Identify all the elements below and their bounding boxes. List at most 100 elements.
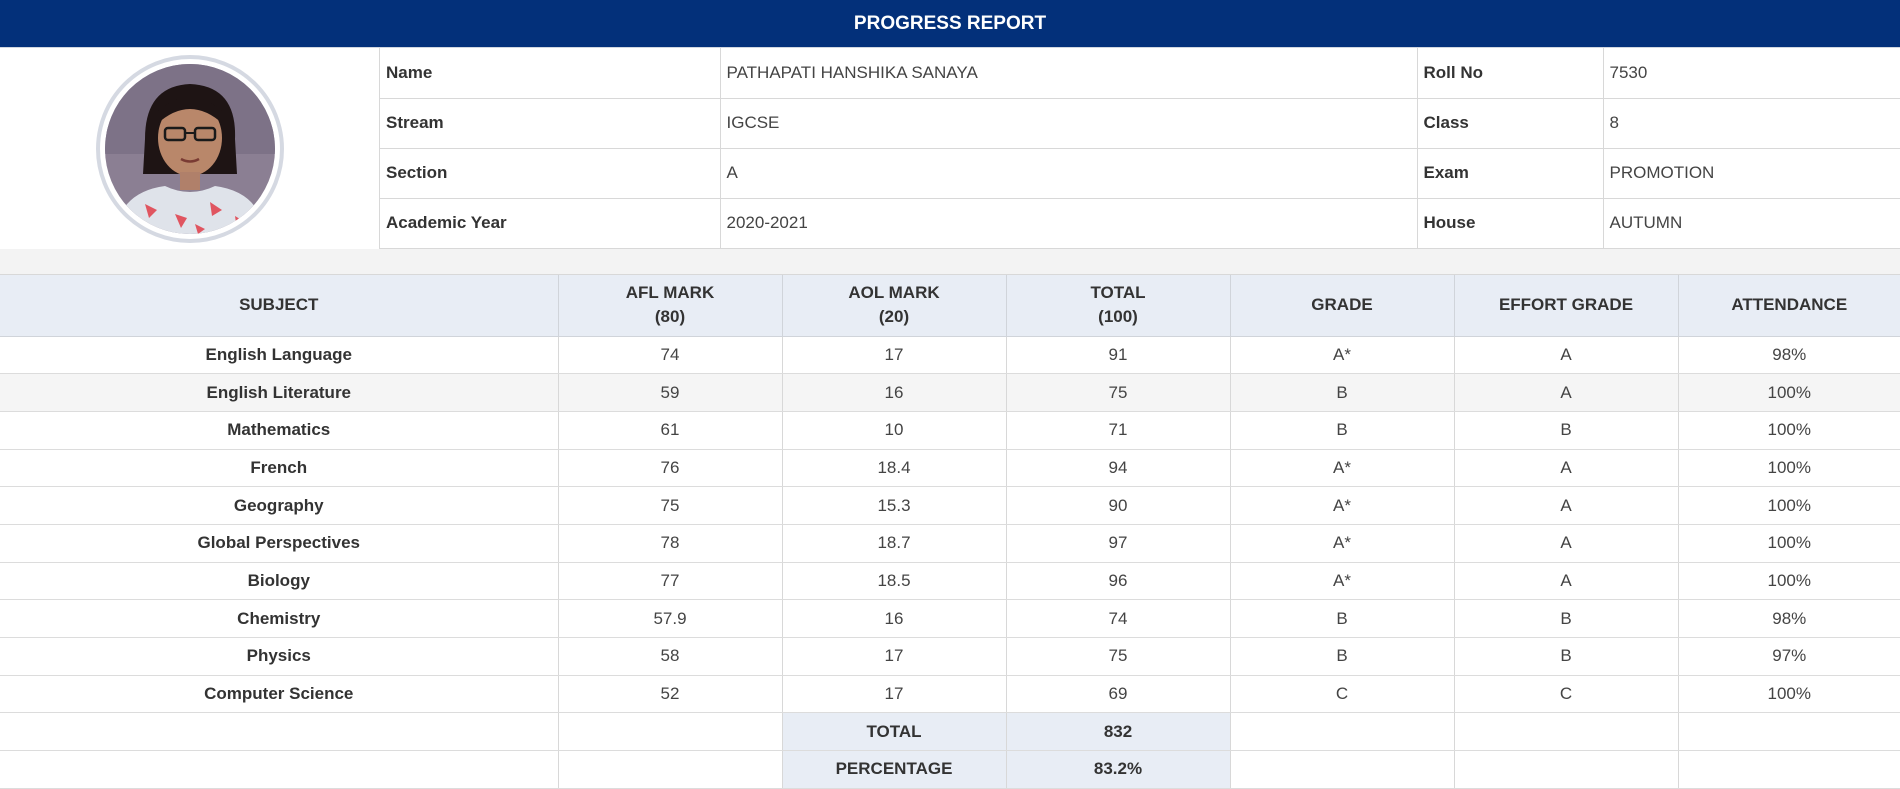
column-header: GRADE [1230, 275, 1454, 336]
column-header-max: (100) [1007, 305, 1230, 329]
column-header: AFL MARK(80) [558, 275, 782, 336]
cell-attendance: 97% [1678, 638, 1900, 676]
cell-subject: English Literature [0, 374, 558, 412]
cell-total: 97 [1006, 524, 1230, 562]
info-label: Class [1417, 98, 1603, 148]
cell-aol: 17 [782, 638, 1006, 676]
cell-total: 71 [1006, 411, 1230, 449]
cell-afl: 77 [558, 562, 782, 600]
info-label: Roll No [1417, 48, 1603, 98]
cell-effort: A [1454, 336, 1678, 374]
empty-cell [1454, 713, 1678, 751]
cell-effort: A [1454, 449, 1678, 487]
summary-value: 832 [1006, 713, 1230, 751]
empty-cell [0, 713, 558, 751]
column-header-title: SUBJECT [0, 293, 558, 317]
cell-grade: B [1230, 638, 1454, 676]
cell-subject: Computer Science [0, 675, 558, 713]
info-label: Academic Year [380, 198, 720, 248]
column-header-title: GRADE [1231, 293, 1454, 317]
cell-aol: 18.4 [782, 449, 1006, 487]
cell-total: 74 [1006, 600, 1230, 638]
cell-total: 96 [1006, 562, 1230, 600]
column-header-title: ATTENDANCE [1679, 293, 1900, 317]
empty-cell [1678, 751, 1900, 789]
report-title: PROGRESS REPORT [0, 0, 1900, 48]
cell-effort: B [1454, 638, 1678, 676]
cell-effort: B [1454, 600, 1678, 638]
cell-total: 94 [1006, 449, 1230, 487]
column-header-max: (80) [559, 305, 782, 329]
photo-cell [0, 48, 380, 249]
cell-grade: A* [1230, 487, 1454, 525]
avatar [96, 55, 284, 243]
cell-total: 75 [1006, 374, 1230, 412]
cell-aol: 18.7 [782, 524, 1006, 562]
empty-cell [558, 713, 782, 751]
cell-attendance: 100% [1678, 562, 1900, 600]
cell-attendance: 98% [1678, 336, 1900, 374]
cell-aol: 18.5 [782, 562, 1006, 600]
info-value: 7530 [1603, 48, 1900, 98]
cell-total: 90 [1006, 487, 1230, 525]
cell-afl: 75 [558, 487, 782, 525]
column-header-max: (20) [783, 305, 1006, 329]
column-header: TOTAL(100) [1006, 275, 1230, 336]
summary-value: 83.2% [1006, 751, 1230, 789]
info-value: 2020-2021 [720, 198, 1417, 248]
cell-effort: A [1454, 562, 1678, 600]
cell-subject: Global Perspectives [0, 524, 558, 562]
info-value: IGCSE [720, 98, 1417, 148]
cell-aol: 10 [782, 411, 1006, 449]
student-photo-icon [105, 64, 275, 234]
cell-total: 75 [1006, 638, 1230, 676]
empty-cell [1678, 713, 1900, 751]
column-header: SUBJECT [0, 275, 558, 336]
cell-grade: A* [1230, 562, 1454, 600]
cell-grade: A* [1230, 524, 1454, 562]
section-divider [0, 249, 1900, 275]
cell-attendance: 98% [1678, 600, 1900, 638]
cell-effort: A [1454, 487, 1678, 525]
cell-afl: 76 [558, 449, 782, 487]
info-label: Stream [380, 98, 720, 148]
cell-effort: A [1454, 524, 1678, 562]
empty-cell [1454, 751, 1678, 789]
cell-attendance: 100% [1678, 449, 1900, 487]
cell-aol: 17 [782, 336, 1006, 374]
column-header-title: TOTAL [1007, 281, 1230, 305]
summary-label: TOTAL [782, 713, 1006, 751]
cell-afl: 59 [558, 374, 782, 412]
cell-aol: 16 [782, 374, 1006, 412]
info-value: PROMOTION [1603, 148, 1900, 198]
cell-grade: A* [1230, 449, 1454, 487]
column-header-title: AFL MARK [559, 281, 782, 305]
column-header: ATTENDANCE [1678, 275, 1900, 336]
cell-grade: C [1230, 675, 1454, 713]
cell-attendance: 100% [1678, 675, 1900, 713]
cell-attendance: 100% [1678, 411, 1900, 449]
cell-grade: B [1230, 411, 1454, 449]
info-value: AUTUMN [1603, 198, 1900, 248]
cell-afl: 58 [558, 638, 782, 676]
cell-subject: English Language [0, 336, 558, 374]
column-header: EFFORT GRADE [1454, 275, 1678, 336]
summary-label: PERCENTAGE [782, 751, 1006, 789]
info-label: Exam [1417, 148, 1603, 198]
